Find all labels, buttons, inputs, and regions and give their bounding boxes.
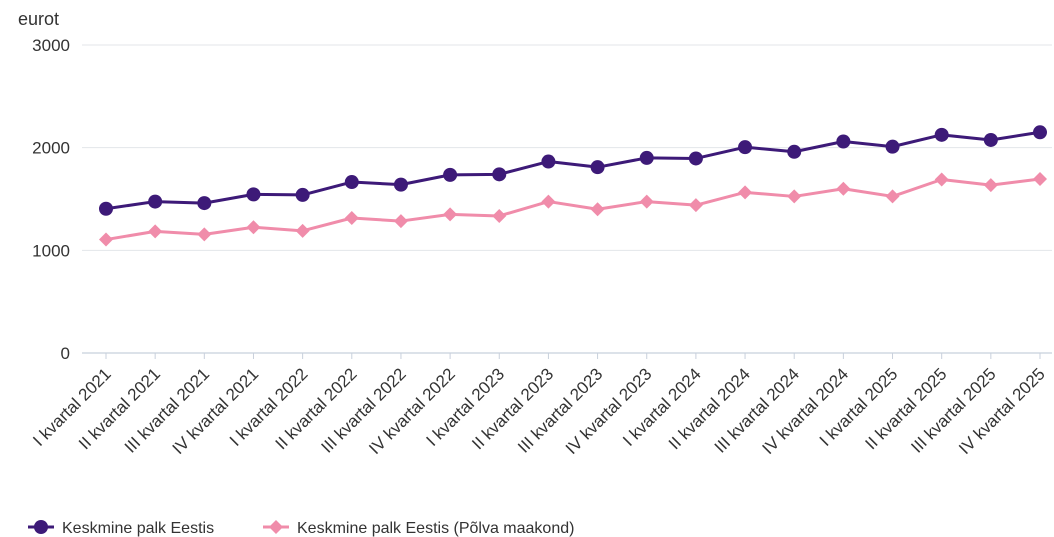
data-point[interactable] — [246, 187, 261, 202]
data-point[interactable] — [1033, 171, 1047, 186]
x-tick-label: III kvartal 2023 — [514, 364, 606, 456]
series-layer — [99, 125, 1047, 247]
x-tick-label: IV kvartal 2022 — [365, 364, 459, 458]
data-point[interactable] — [492, 208, 507, 223]
data-point[interactable] — [738, 140, 753, 155]
data-point[interactable] — [246, 220, 261, 235]
data-point[interactable] — [934, 127, 949, 142]
legend-marker — [34, 520, 48, 534]
data-point[interactable] — [197, 196, 212, 211]
legend-label: Keskmine palk Eestis (Põlva maakond) — [297, 520, 574, 537]
legend-label: Keskmine palk Eestis — [62, 520, 214, 537]
series-line — [105, 130, 1041, 211]
data-point[interactable] — [541, 194, 556, 209]
data-point[interactable] — [639, 194, 654, 209]
series-line — [105, 177, 1041, 242]
data-point[interactable] — [590, 202, 605, 217]
series-2 — [99, 171, 1047, 247]
x-tick-label: IV kvartal 2024 — [759, 364, 853, 458]
data-point[interactable] — [639, 150, 654, 165]
data-point[interactable] — [836, 181, 851, 196]
data-point[interactable] — [688, 151, 703, 166]
data-point[interactable] — [541, 154, 556, 169]
data-point[interactable] — [295, 223, 310, 238]
y-axis-ticks: 0 1000 2000 3000 — [32, 36, 70, 363]
legend: Keskmine palk Eestis Keskmine palk Eestis… — [28, 520, 574, 537]
y-tick-label: 1000 — [32, 241, 70, 260]
x-tick-label: IV kvartal 2023 — [562, 364, 656, 458]
data-point[interactable] — [983, 132, 998, 147]
gridlines — [82, 44, 1052, 354]
data-point[interactable] — [688, 198, 703, 213]
data-point[interactable] — [344, 175, 359, 190]
data-point[interactable] — [885, 139, 900, 154]
data-point[interactable] — [443, 167, 458, 182]
data-point[interactable] — [787, 189, 802, 204]
legend-item-1[interactable]: Keskmine palk Eestis — [28, 520, 214, 537]
data-point[interactable] — [344, 210, 359, 225]
y-axis-unit-label: eurot — [18, 9, 59, 29]
x-tick-label: IV kvartal 2025 — [955, 364, 1049, 458]
data-point[interactable] — [393, 214, 408, 229]
data-point[interactable] — [590, 160, 605, 175]
legend-item-2[interactable]: Keskmine palk Eestis (Põlva maakond) — [263, 520, 574, 537]
x-tick-label: III kvartal 2025 — [907, 364, 999, 456]
data-point[interactable] — [148, 194, 163, 209]
data-point[interactable] — [983, 178, 998, 193]
data-point[interactable] — [148, 224, 163, 239]
data-point[interactable] — [197, 227, 212, 242]
legend-marker — [269, 520, 283, 534]
data-point[interactable] — [787, 144, 802, 159]
data-point[interactable] — [99, 232, 113, 247]
x-tick-label: III kvartal 2022 — [317, 364, 409, 456]
data-point[interactable] — [492, 167, 507, 182]
data-point[interactable] — [443, 207, 458, 222]
y-tick-label: 2000 — [32, 139, 70, 158]
x-tick-label: IV kvartal 2021 — [169, 364, 263, 458]
x-tick-label: III kvartal 2021 — [121, 364, 213, 456]
data-point[interactable] — [738, 185, 753, 200]
data-point[interactable] — [836, 134, 851, 149]
series-1 — [99, 125, 1047, 216]
y-tick-label: 0 — [61, 344, 70, 363]
data-point[interactable] — [393, 177, 408, 192]
data-point[interactable] — [99, 201, 113, 216]
data-point[interactable] — [934, 172, 949, 187]
data-point[interactable] — [1033, 125, 1047, 140]
data-point[interactable] — [885, 189, 900, 204]
data-point[interactable] — [295, 187, 310, 202]
x-tick-label: III kvartal 2024 — [711, 364, 803, 456]
y-tick-label: 3000 — [32, 36, 70, 55]
